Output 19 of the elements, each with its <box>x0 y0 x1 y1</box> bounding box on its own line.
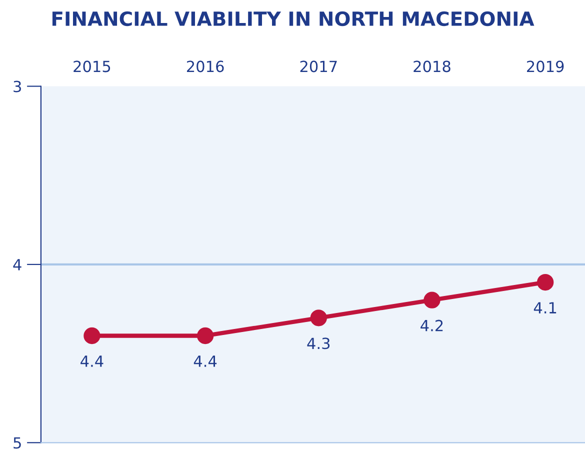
x-tick-label: 2018 <box>414 60 450 72</box>
point <box>310 310 327 326</box>
y-tick-label: 4 <box>13 259 22 270</box>
x-tick-label: 2016 <box>186 60 224 72</box>
y-tick-label: 5 <box>14 437 21 449</box>
x-tick-label: 2017 <box>300 60 337 72</box>
x-tick-label: 2015 <box>74 60 110 72</box>
data-label: 4.4 <box>80 356 104 367</box>
x-tick-label: 2019 <box>527 60 564 72</box>
point <box>84 327 100 344</box>
chart-title: FINANCIAL VIABILITY IN NORTH MACEDONIA <box>52 11 534 26</box>
point <box>424 292 440 308</box>
data-label: 4.2 <box>420 320 443 332</box>
data-label: 4.4 <box>194 356 217 367</box>
data-label: 4.1 <box>534 302 556 314</box>
point <box>536 274 554 291</box>
y-tick-label: 3 <box>14 80 21 92</box>
data-label: 4.3 <box>307 338 330 350</box>
point <box>196 327 214 344</box>
